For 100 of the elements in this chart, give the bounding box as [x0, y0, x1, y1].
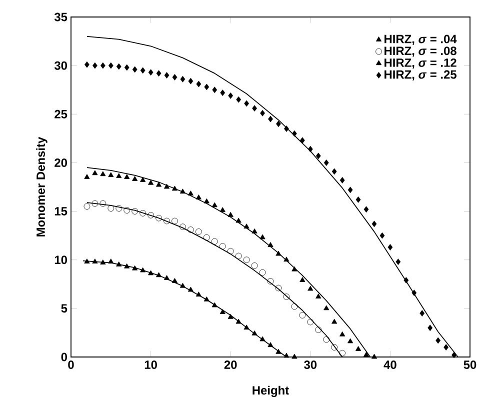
- point: [284, 126, 289, 132]
- point: [124, 207, 130, 214]
- point: [244, 324, 250, 330]
- point: [412, 290, 417, 296]
- point: [252, 105, 257, 112]
- point: [452, 352, 456, 358]
- point: [108, 205, 114, 212]
- point: [260, 336, 266, 342]
- point: [172, 186, 178, 191]
- point: [204, 198, 210, 204]
- point: [164, 218, 170, 224]
- x-axis-title: Height: [252, 386, 289, 397]
- point: [220, 309, 226, 314]
- point: [211, 238, 218, 245]
- point: [259, 269, 266, 276]
- x-tick-label: 30: [304, 360, 317, 370]
- point: [228, 314, 234, 319]
- point: [84, 203, 90, 210]
- point: [292, 130, 297, 137]
- point: [92, 62, 98, 69]
- point: [300, 137, 305, 144]
- point: [307, 318, 314, 326]
- point: [260, 110, 265, 116]
- point: [356, 196, 361, 203]
- legend-label: HIRZ, σ = .04: [384, 34, 457, 45]
- point: [276, 120, 281, 128]
- point: [251, 262, 258, 269]
- x-tick-label: 10: [144, 360, 157, 369]
- point: [364, 206, 369, 213]
- point: [108, 258, 114, 264]
- y-tick-label: 25: [54, 110, 68, 118]
- y-axis-title: Monomer Density: [36, 136, 48, 236]
- point: [148, 180, 154, 185]
- point: [267, 278, 274, 284]
- point: [323, 336, 330, 343]
- point: [324, 160, 329, 166]
- point: [236, 96, 242, 103]
- point: [236, 318, 242, 324]
- point: [156, 272, 162, 278]
- point: [388, 244, 393, 250]
- point: [188, 190, 194, 196]
- point: [172, 278, 178, 283]
- point: [172, 74, 178, 80]
- y-tick-label: 30: [54, 61, 67, 70]
- point: [292, 266, 298, 272]
- point: [124, 174, 130, 179]
- point: [284, 352, 290, 358]
- point: [180, 188, 186, 194]
- point: [284, 256, 290, 262]
- point: [236, 218, 242, 223]
- point: [188, 226, 194, 233]
- point: [276, 250, 282, 256]
- point: [164, 72, 170, 78]
- point: [195, 228, 202, 235]
- x-tick-label: 40: [384, 360, 396, 369]
- point: [124, 64, 130, 71]
- point: [172, 218, 178, 224]
- point: [291, 303, 298, 310]
- point: [316, 294, 322, 298]
- point: [92, 200, 98, 207]
- point: [243, 256, 250, 264]
- point: [219, 243, 226, 250]
- point: [275, 284, 282, 292]
- point: [355, 346, 362, 351]
- y-tick-label: 0: [61, 352, 67, 362]
- point: [260, 234, 266, 240]
- point: [84, 61, 90, 68]
- point: [371, 354, 378, 359]
- point: [348, 186, 353, 194]
- point: [140, 210, 146, 216]
- point: [203, 234, 210, 241]
- point: [420, 310, 425, 316]
- point: [132, 176, 138, 181]
- point: [156, 70, 162, 77]
- point: [108, 172, 114, 178]
- point: [252, 228, 258, 234]
- point: [372, 220, 377, 228]
- y-tick-label: 15: [54, 207, 68, 216]
- point: [204, 296, 210, 302]
- point: [132, 208, 138, 214]
- point: [348, 338, 354, 344]
- legend-label: HIRZ, σ = .12: [384, 58, 456, 69]
- point: [332, 168, 337, 175]
- point: [84, 258, 90, 264]
- point: [100, 62, 106, 69]
- point: [316, 152, 321, 160]
- point: [148, 69, 154, 76]
- legend-label: HIRZ, σ = .25: [384, 70, 456, 80]
- x-tick-label: 50: [464, 360, 476, 369]
- point: [404, 277, 409, 284]
- point: [148, 270, 154, 276]
- point: [340, 331, 346, 336]
- point: [283, 294, 290, 300]
- point: [363, 352, 370, 357]
- legend-label: HIRZ, σ = .08: [384, 46, 456, 57]
- point: [140, 267, 146, 272]
- point: [308, 286, 314, 291]
- point: [324, 305, 330, 310]
- point: [396, 258, 401, 265]
- point: [132, 265, 138, 270]
